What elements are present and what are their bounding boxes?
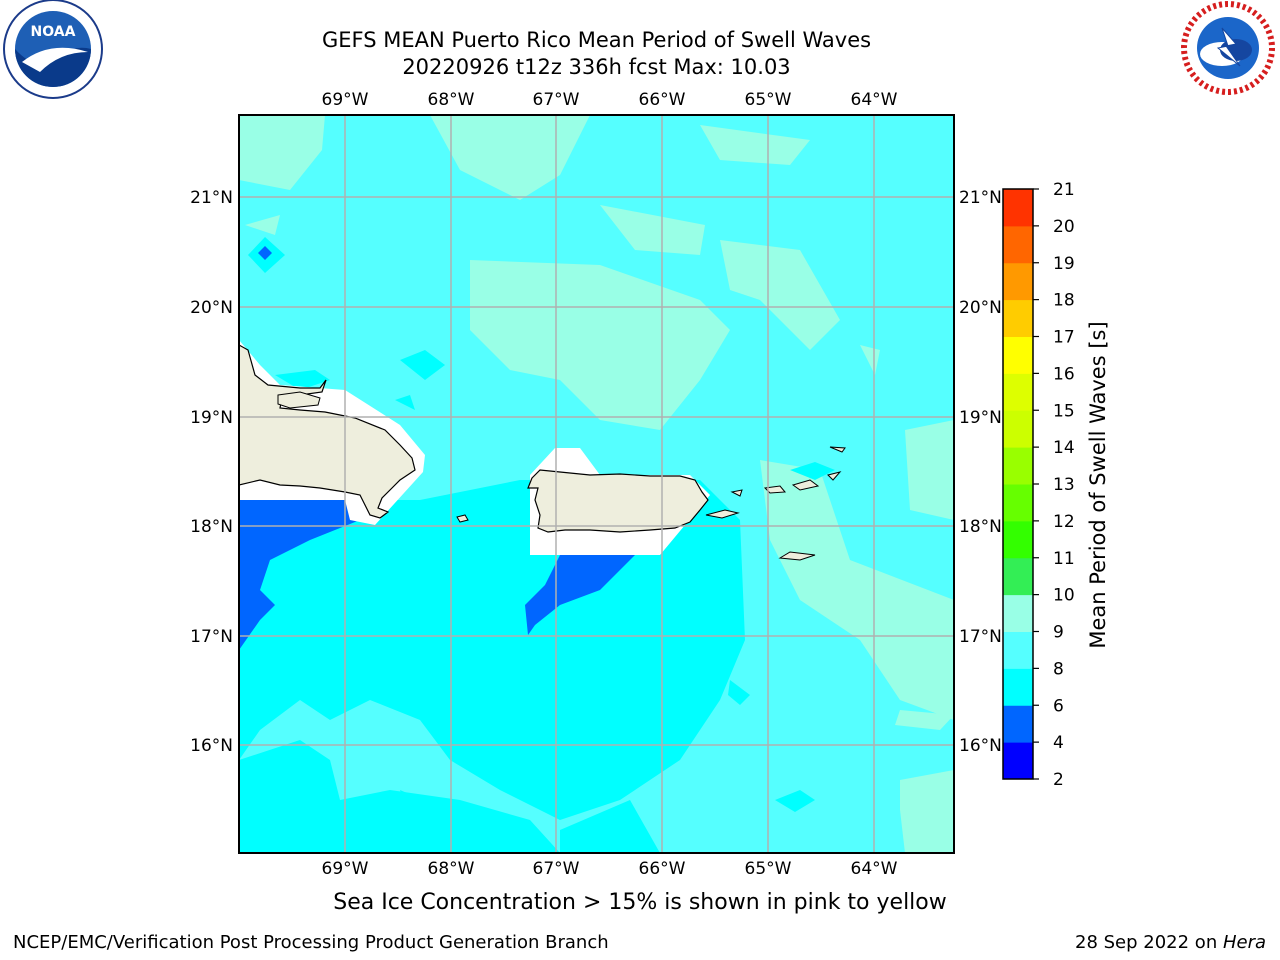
lon-label: 67°W bbox=[533, 859, 580, 879]
colorbar-tick-label: 21 bbox=[1053, 180, 1075, 200]
colorbar-tick-label: 6 bbox=[1053, 696, 1064, 716]
sea-ice-note: Sea Ice Concentration > 15% is shown in … bbox=[333, 890, 947, 915]
lat-label: 21°N bbox=[959, 188, 1002, 208]
colorbar-swatch bbox=[1003, 705, 1033, 743]
colorbar-tick-label: 17 bbox=[1053, 328, 1075, 348]
colorbar-swatch bbox=[1003, 189, 1033, 227]
colorbar-swatch bbox=[1003, 336, 1033, 374]
period-4-6-contours bbox=[239, 246, 635, 650]
lat-labels-right: 21°N 20°N 19°N 18°N 17°N 16°N bbox=[959, 188, 1002, 756]
lon-label: 68°W bbox=[428, 859, 475, 879]
hispaniola-land bbox=[239, 344, 416, 519]
puerto-rico-land bbox=[527, 469, 709, 533]
lat-label: 20°N bbox=[190, 298, 233, 318]
colorbar-swatch bbox=[1003, 373, 1033, 411]
colorbar-swatch bbox=[1003, 410, 1033, 448]
lat-label: 17°N bbox=[190, 627, 233, 647]
lon-label: 65°W bbox=[745, 859, 792, 879]
lat-label: 21°N bbox=[190, 188, 233, 208]
lon-label: 66°W bbox=[639, 859, 686, 879]
colorbar-tick-label: 11 bbox=[1053, 549, 1075, 569]
lon-label: 68°W bbox=[428, 90, 475, 110]
colorbar-swatch bbox=[1003, 742, 1033, 780]
colorbar: 2 4 6 8 9 10 11 12 13 14 15 16 17 18 19 20 21 Mean Perio… bbox=[1002, 180, 1110, 790]
colorbar-swatch bbox=[1003, 262, 1033, 301]
colorbar-swatch bbox=[1003, 447, 1033, 485]
colorbar-tick-label: 2 bbox=[1053, 770, 1064, 790]
lat-label: 18°N bbox=[190, 517, 233, 537]
lon-label: 67°W bbox=[533, 90, 580, 110]
lat-label: 19°N bbox=[959, 408, 1002, 428]
lon-label: 69°W bbox=[322, 859, 369, 879]
lat-label: 20°N bbox=[959, 298, 1002, 318]
colorbar-swatch bbox=[1003, 668, 1033, 706]
noaa-logo: NOAA bbox=[3, 0, 103, 99]
colorbar-swatch bbox=[1003, 299, 1033, 337]
colorbar-tick-label: 9 bbox=[1053, 623, 1064, 643]
lon-label: 65°W bbox=[745, 90, 792, 110]
lat-label: 16°N bbox=[959, 736, 1002, 756]
map-field bbox=[239, 115, 954, 853]
colorbar-swatch bbox=[1003, 484, 1033, 522]
colorbar-swatch bbox=[1003, 225, 1033, 264]
colorbar-tick-label: 14 bbox=[1053, 438, 1075, 458]
colorbar-swatch bbox=[1003, 631, 1033, 669]
chart-subtitle: 20220926 t12z 336h fcst Max: 10.03 bbox=[402, 55, 791, 79]
lat-label: 16°N bbox=[190, 736, 233, 756]
colorbar-swatch bbox=[1003, 520, 1033, 559]
lon-labels-bottom: 69°W 68°W 67°W 66°W 65°W 64°W bbox=[322, 859, 898, 879]
lat-label: 19°N bbox=[190, 408, 233, 428]
colorbar-swatch bbox=[1003, 594, 1033, 632]
lat-labels-left: 21°N 20°N 19°N 18°N 17°N 16°N bbox=[190, 188, 233, 756]
lat-label: 17°N bbox=[959, 627, 1002, 647]
lon-labels-top: 69°W 68°W 67°W 66°W 65°W 64°W bbox=[322, 90, 898, 110]
colorbar-tick-label: 10 bbox=[1053, 586, 1075, 606]
colorbar-tick-label: 13 bbox=[1053, 475, 1075, 495]
map-gridlines bbox=[239, 115, 954, 853]
noaa-logo-text: NOAA bbox=[31, 24, 76, 40]
colorbar-tick-label: 4 bbox=[1053, 733, 1064, 753]
credit-machine: Hera bbox=[1222, 932, 1266, 953]
chart-title: GEFS MEAN Puerto Rico Mean Period of Swe… bbox=[321, 28, 872, 52]
credit-date-text: 28 Sep 2022 on bbox=[1075, 932, 1223, 953]
colorbar-label: Mean Period of Swell Waves [s] bbox=[1086, 321, 1110, 648]
lon-label: 66°W bbox=[639, 90, 686, 110]
lat-label: 18°N bbox=[959, 517, 1002, 537]
map-frame bbox=[238, 114, 955, 854]
colorbar-tick-label: 19 bbox=[1053, 254, 1075, 274]
credit-branch: NCEP/EMC/Verification Post Processing Pr… bbox=[13, 932, 609, 953]
colorbar-tick-label: 12 bbox=[1053, 512, 1075, 532]
lon-label: 64°W bbox=[851, 859, 898, 879]
lon-label: 69°W bbox=[322, 90, 369, 110]
nws-logo bbox=[1181, 1, 1275, 95]
colorbar-tick-label: 18 bbox=[1053, 291, 1075, 311]
colorbar-tick-label: 20 bbox=[1053, 217, 1075, 237]
credit-date: 28 Sep 2022 on Hera bbox=[1075, 932, 1266, 953]
colorbar-tick-label: 16 bbox=[1053, 364, 1075, 384]
colorbar-tick-label: 8 bbox=[1053, 659, 1064, 679]
colorbar-swatch bbox=[1003, 557, 1033, 596]
lon-label: 64°W bbox=[851, 90, 898, 110]
colorbar-tick-label: 15 bbox=[1053, 401, 1075, 421]
